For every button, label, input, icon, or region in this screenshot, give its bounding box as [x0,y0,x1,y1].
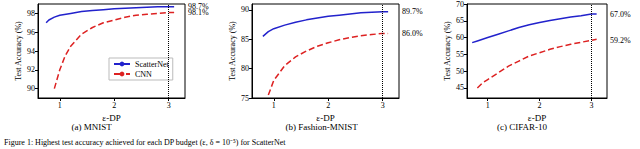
svg-text:98: 98 [27,9,35,18]
svg-text:CNN: CNN [135,70,152,79]
svg-text:Test Accuracy (%): Test Accuracy (%) [14,21,23,81]
svg-text:1: 1 [272,101,276,110]
svg-text:3: 3 [167,101,171,110]
svg-text:ε-DP: ε-DP [102,113,120,123]
svg-text:3: 3 [381,101,385,110]
svg-text:45: 45 [456,83,464,92]
svg-text:96: 96 [27,28,35,37]
svg-text:50: 50 [456,67,464,76]
svg-text:ε-DP: ε-DP [528,113,546,123]
svg-text:55: 55 [456,50,464,59]
svg-text:60: 60 [456,33,464,42]
svg-text:Test Accuracy (%): Test Accuracy (%) [443,21,452,81]
svg-text:2: 2 [326,101,330,110]
svg-text:Figure 1: Highest test accurac: Figure 1: Highest test accuracy achieved… [4,138,286,147]
svg-text:90: 90 [27,84,35,93]
svg-text:(a) MNIST: (a) MNIST [71,121,112,132]
svg-text:75: 75 [241,94,249,103]
svg-text:98.1%: 98.1% [188,8,209,17]
svg-text:80: 80 [241,64,249,73]
svg-text:65: 65 [456,16,464,25]
svg-text:ScatterNet: ScatterNet [135,60,170,69]
svg-text:85: 85 [241,35,249,44]
svg-text:2: 2 [538,101,542,110]
svg-text:86.0%: 86.0% [402,29,423,38]
svg-text:92: 92 [27,65,35,74]
svg-text:89.7%: 89.7% [402,7,423,16]
svg-text:70: 70 [456,0,464,9]
svg-text:(c) CIFAR-10: (c) CIFAR-10 [497,121,548,132]
svg-text:59.2%: 59.2% [610,36,631,45]
svg-text:98.7%: 98.7% [188,2,209,12]
svg-text:1: 1 [58,101,62,110]
svg-text:1: 1 [486,101,490,110]
svg-text:ε-DP: ε-DP [316,113,334,123]
svg-text:3: 3 [589,101,593,110]
svg-text:Test Accuracy (%): Test Accuracy (%) [228,21,237,81]
svg-text:94: 94 [27,47,35,56]
svg-text:(b) Fashion-MNIST: (b) Fashion-MNIST [285,121,358,132]
svg-text:90: 90 [241,5,249,14]
svg-text:2: 2 [112,101,116,110]
svg-text:67.0%: 67.0% [610,10,631,19]
